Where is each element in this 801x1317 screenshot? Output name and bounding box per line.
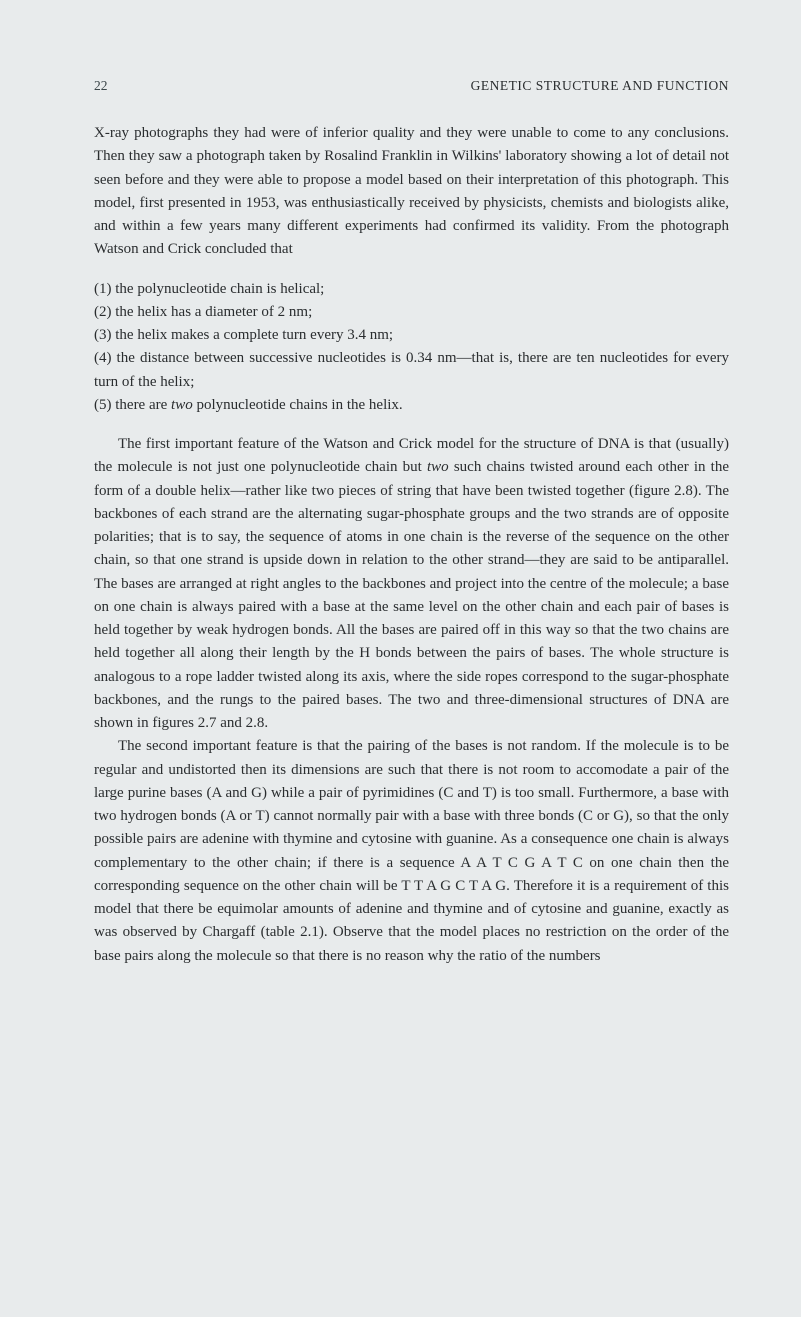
paragraph-pairing: The second important feature is that the… — [94, 735, 729, 968]
chapter-title: GENETIC STRUCTURE AND FUNCTION — [471, 78, 729, 94]
sequence-text: T T A G C T A G. — [401, 878, 510, 894]
page-number: 22 — [94, 78, 108, 94]
body-italic: two — [427, 459, 449, 475]
paragraph-intro: X-ray photographs they had were of infer… — [94, 122, 729, 262]
paragraph-structure: The first important feature of the Watso… — [94, 433, 729, 735]
numbered-list: (1) the polynucleotide chain is helical;… — [94, 278, 729, 418]
list-item: (4) the distance between successive nucl… — [94, 347, 729, 394]
page-header: 22 GENETIC STRUCTURE AND FUNCTION — [94, 78, 729, 94]
list-text: polynucleotide chains in the helix. — [193, 397, 403, 413]
list-italic: two — [171, 397, 193, 413]
list-item: (3) the helix makes a complete turn ever… — [94, 324, 729, 347]
body-text: such chains twisted around each other in… — [94, 459, 729, 731]
sequence-text: A A T C G A T C — [460, 855, 582, 871]
list-item: (1) the polynucleotide chain is helical; — [94, 278, 729, 301]
list-item: (5) there are two polynucleotide chains … — [94, 394, 729, 417]
list-item: (2) the helix has a diameter of 2 nm; — [94, 301, 729, 324]
body-text: The second important feature is that the… — [94, 738, 729, 870]
list-text: (5) there are — [94, 397, 171, 413]
